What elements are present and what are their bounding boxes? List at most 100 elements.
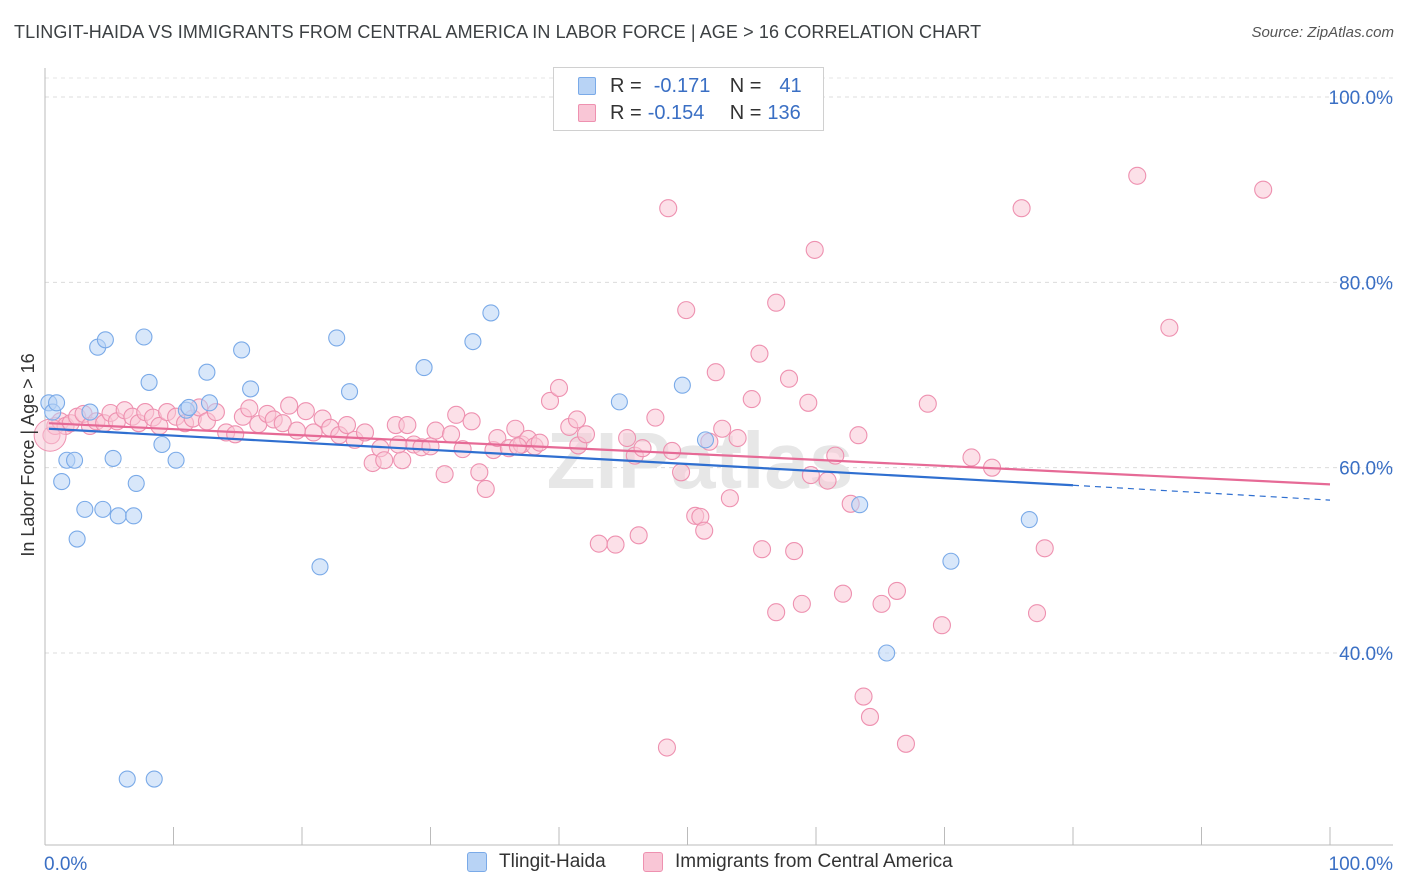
- legend-n-label: N =: [729, 74, 762, 97]
- data-point: [340, 383, 359, 401]
- data-point: [76, 500, 94, 518]
- legend-r-value: -0.154: [647, 101, 705, 124]
- x-tick-labels: 0.0% 100.0%: [44, 854, 1393, 875]
- x-tick-label: 100.0%: [1329, 854, 1394, 875]
- data-point: [488, 428, 507, 448]
- data-point: [81, 403, 99, 421]
- data-point: [962, 448, 981, 467]
- data-point: [470, 463, 489, 482]
- data-point: [860, 707, 880, 726]
- y-tick-label: 80.0%: [1339, 273, 1393, 294]
- data-point: [629, 526, 648, 545]
- chart-title: TLINGIT-HAIDA VS IMMIGRANTS FROM CENTRAL…: [14, 22, 982, 42]
- data-point: [896, 734, 916, 753]
- data-point: [145, 770, 163, 788]
- data-point: [742, 390, 761, 409]
- data-point: [1035, 539, 1054, 558]
- data-point: [464, 333, 482, 351]
- y-tick-label: 100.0%: [1329, 88, 1394, 109]
- data-point: [96, 331, 114, 349]
- data-point: [752, 540, 772, 559]
- watermark: ZIPatlas: [547, 416, 854, 505]
- correlation-legend: R = -0.171 N = 41 R = -0.154 N = 136: [553, 67, 824, 131]
- legend-swatch-pink: [643, 852, 663, 872]
- series-immigrants-central-america: [33, 166, 1273, 757]
- data-point: [287, 421, 306, 440]
- data-point: [48, 394, 66, 412]
- x-tick-label: 0.0%: [44, 854, 87, 875]
- legend-swatch-blue: [578, 77, 596, 95]
- legend-swatch-blue: [467, 852, 487, 872]
- data-point: [135, 328, 153, 346]
- data-point: [672, 463, 691, 482]
- data-point: [657, 738, 676, 757]
- data-point: [506, 419, 525, 438]
- legend-row-tlingit-haida: R = -0.171 N = 41: [578, 74, 802, 98]
- legend-row-immigrants: R = -0.154 N = 136: [578, 101, 801, 125]
- data-point: [767, 603, 786, 622]
- series-tlingit-haida: [40, 304, 1038, 788]
- data-point: [606, 535, 625, 554]
- data-point: [118, 770, 136, 788]
- legend-n-value: 41: [779, 74, 802, 97]
- data-point: [818, 471, 837, 490]
- data-point: [180, 398, 198, 416]
- legend-r-label: R =: [610, 101, 642, 124]
- data-point: [932, 616, 951, 635]
- data-point: [872, 594, 891, 613]
- data-point: [435, 465, 454, 484]
- data-point: [233, 341, 251, 359]
- data-point: [646, 408, 665, 427]
- data-point: [393, 451, 412, 470]
- data-point: [728, 428, 747, 448]
- data-point: [887, 581, 907, 600]
- data-point: [127, 474, 145, 492]
- data-point: [153, 435, 171, 454]
- data-point: [398, 415, 417, 435]
- data-point: [633, 439, 652, 458]
- data-point: [426, 421, 445, 440]
- data-point: [53, 473, 71, 491]
- data-point: [713, 419, 732, 438]
- data-point: [280, 396, 299, 415]
- trend-line-tlingit-haida: [48, 427, 1074, 487]
- data-point: [610, 393, 628, 411]
- data-point: [167, 451, 185, 469]
- data-point: [140, 373, 158, 391]
- data-point: [1128, 166, 1147, 185]
- data-point: [1160, 318, 1179, 337]
- data-point: [415, 359, 433, 377]
- data-point: [695, 521, 714, 540]
- data-point: [918, 394, 937, 413]
- data-point: [242, 380, 260, 398]
- data-point: [540, 391, 560, 410]
- data-point: [673, 376, 691, 394]
- legend-n-value: 136: [767, 101, 801, 124]
- data-point: [792, 594, 811, 613]
- legend-r-value: -0.171: [653, 74, 711, 97]
- data-point: [66, 451, 84, 469]
- data-point: [801, 466, 820, 485]
- data-point: [337, 415, 357, 435]
- series-legend: Tlingit-Haida Immigrants from Central Am…: [0, 851, 1406, 879]
- data-point: [618, 428, 637, 448]
- data-point: [1012, 199, 1031, 218]
- data-point: [677, 301, 696, 320]
- axes: [44, 68, 1393, 846]
- legend-item-tlingit-haida[interactable]: Tlingit-Haida: [467, 851, 606, 873]
- data-point: [799, 393, 818, 412]
- data-point: [311, 558, 329, 576]
- data-point: [1254, 180, 1273, 199]
- data-point: [442, 425, 461, 444]
- data-point: [720, 489, 739, 508]
- data-point: [854, 687, 873, 706]
- data-point: [589, 534, 608, 553]
- data-point: [767, 293, 786, 312]
- data-point: [482, 304, 500, 322]
- legend-item-immigrants[interactable]: Immigrants from Central America: [643, 851, 953, 873]
- data-point: [453, 440, 472, 459]
- data-point: [750, 344, 769, 363]
- legend-item-label: Tlingit-Haida: [499, 851, 606, 872]
- data-point: [200, 394, 219, 412]
